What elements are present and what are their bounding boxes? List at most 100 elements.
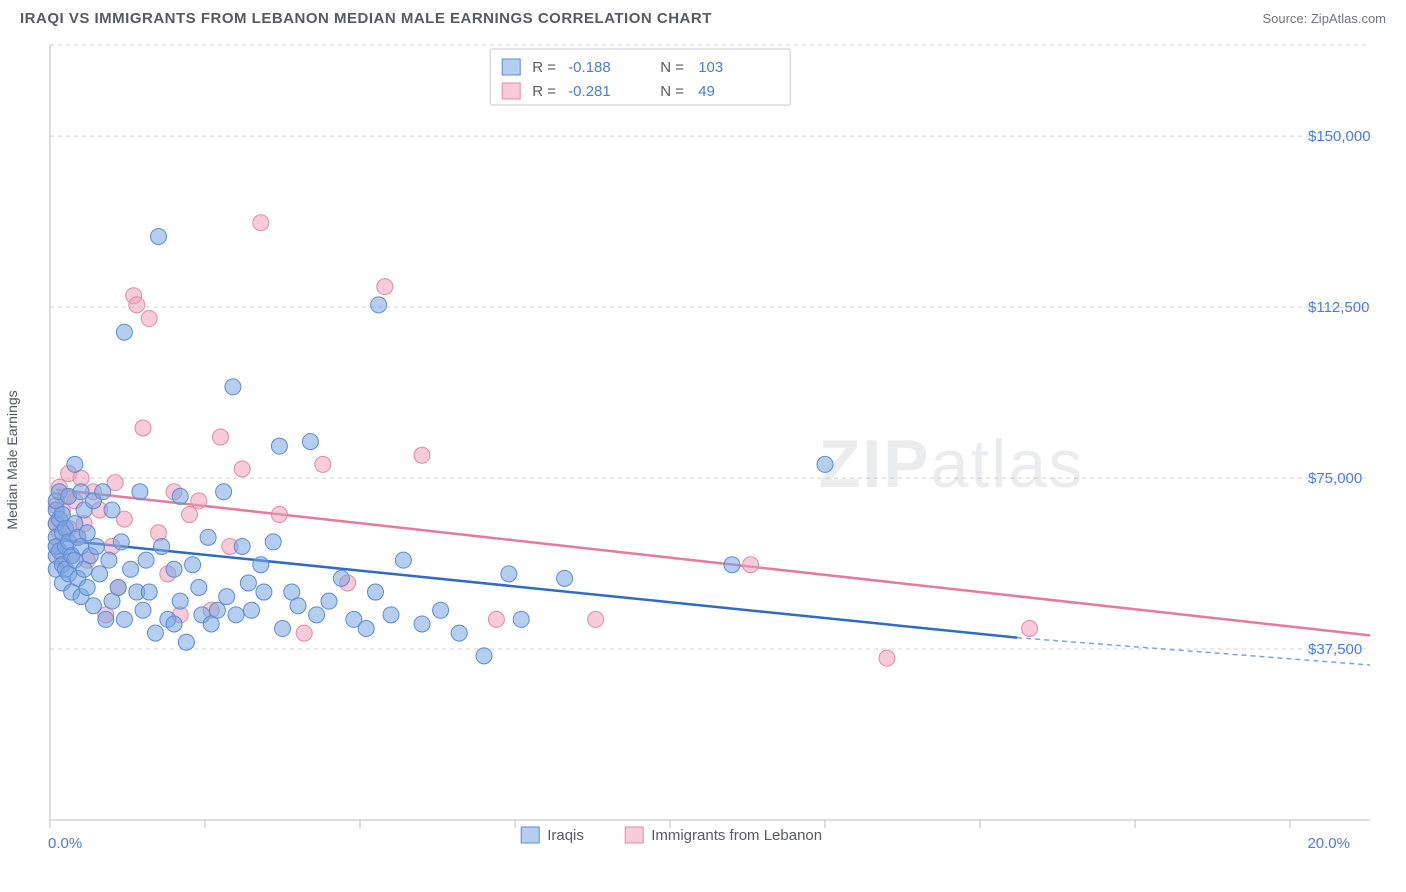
- x-tick-label: 0.0%: [48, 835, 82, 852]
- data-point-pink: [213, 429, 229, 445]
- data-point-pink: [315, 456, 331, 472]
- data-point-pink: [743, 557, 759, 573]
- legend-swatch: [521, 827, 539, 843]
- data-point-pink: [488, 611, 504, 627]
- legend-r-label: R =: [532, 59, 556, 76]
- data-point-blue: [138, 552, 154, 568]
- data-point-blue: [191, 580, 207, 596]
- data-point-blue: [383, 607, 399, 623]
- data-point-blue: [309, 607, 325, 623]
- x-tick-label: 20.0%: [1307, 835, 1350, 852]
- y-tick-label: $75,000: [1308, 470, 1362, 487]
- legend-swatch: [625, 827, 643, 843]
- data-point-blue: [135, 602, 151, 618]
- data-point-blue: [451, 625, 467, 641]
- data-point-blue: [724, 557, 740, 573]
- data-point-pink: [1022, 621, 1038, 637]
- data-point-blue: [256, 584, 272, 600]
- data-point-blue: [228, 607, 244, 623]
- data-point-blue: [200, 529, 216, 545]
- source-label: Source: ZipAtlas.com: [1262, 11, 1386, 26]
- data-point-blue: [151, 228, 167, 244]
- legend-swatch: [502, 59, 520, 75]
- data-point-blue: [290, 598, 306, 614]
- legend-r-value: -0.188: [568, 59, 611, 76]
- data-point-blue: [147, 625, 163, 641]
- legend-n-value: 103: [698, 59, 723, 76]
- data-point-pink: [129, 297, 145, 313]
- data-point-blue: [513, 611, 529, 627]
- data-point-blue: [501, 566, 517, 582]
- data-point-blue: [79, 580, 95, 596]
- data-point-blue: [358, 621, 374, 637]
- data-point-pink: [234, 461, 250, 477]
- watermark: ZIPatlas: [819, 426, 1084, 502]
- data-point-blue: [67, 456, 83, 472]
- scatter-chart: $37,500$75,000$112,500$150,0000.0%20.0%Z…: [0, 35, 1406, 885]
- legend-label: Iraqis: [547, 827, 584, 844]
- data-point-blue: [185, 557, 201, 573]
- data-point-blue: [178, 634, 194, 650]
- legend-r-value: -0.281: [568, 83, 611, 100]
- data-point-blue: [172, 488, 188, 504]
- chart-title: IRAQI VS IMMIGRANTS FROM LEBANON MEDIAN …: [20, 10, 712, 27]
- data-point-pink: [182, 507, 198, 523]
- data-point-blue: [368, 584, 384, 600]
- data-point-pink: [296, 625, 312, 641]
- data-point-blue: [414, 616, 430, 632]
- data-point-blue: [433, 602, 449, 618]
- data-point-pink: [271, 507, 287, 523]
- chart-container: Median Male Earnings $37,500$75,000$112,…: [0, 35, 1406, 885]
- legend-n-label: N =: [660, 59, 684, 76]
- data-point-blue: [371, 297, 387, 313]
- data-point-blue: [123, 561, 139, 577]
- data-point-blue: [476, 648, 492, 664]
- data-point-blue: [302, 434, 318, 450]
- data-point-blue: [557, 570, 573, 586]
- data-point-blue: [265, 534, 281, 550]
- data-point-blue: [92, 566, 108, 582]
- data-point-blue: [209, 602, 225, 618]
- data-point-blue: [98, 611, 114, 627]
- data-point-blue: [79, 525, 95, 541]
- y-tick-label: $112,500: [1308, 299, 1369, 316]
- data-point-blue: [244, 602, 260, 618]
- data-point-blue: [225, 379, 241, 395]
- data-point-blue: [271, 438, 287, 454]
- legend-r-label: R =: [532, 83, 556, 100]
- legend-label: Immigrants from Lebanon: [651, 827, 822, 844]
- data-point-blue: [234, 538, 250, 554]
- data-point-blue: [333, 570, 349, 586]
- data-point-blue: [85, 598, 101, 614]
- data-point-blue: [95, 484, 111, 500]
- data-point-blue: [321, 593, 337, 609]
- data-point-pink: [191, 493, 207, 509]
- data-point-blue: [395, 552, 411, 568]
- legend-swatch: [502, 83, 520, 99]
- data-point-blue: [116, 324, 132, 340]
- data-point-pink: [253, 215, 269, 231]
- data-point-blue: [216, 484, 232, 500]
- data-point-blue: [240, 575, 256, 591]
- data-point-blue: [172, 593, 188, 609]
- data-point-blue: [817, 456, 833, 472]
- y-tick-label: $150,000: [1308, 128, 1371, 145]
- data-point-blue: [141, 584, 157, 600]
- data-point-blue: [166, 561, 182, 577]
- data-point-blue: [113, 534, 129, 550]
- data-point-blue: [219, 589, 235, 605]
- data-point-blue: [253, 557, 269, 573]
- data-point-blue: [275, 621, 291, 637]
- legend-n-label: N =: [660, 83, 684, 100]
- data-point-pink: [135, 420, 151, 436]
- data-point-blue: [116, 611, 132, 627]
- data-point-blue: [110, 580, 126, 596]
- data-point-pink: [141, 311, 157, 327]
- data-point-blue: [132, 484, 148, 500]
- data-point-pink: [377, 279, 393, 295]
- data-point-pink: [879, 650, 895, 666]
- y-axis-label: Median Male Earnings: [4, 390, 20, 529]
- data-point-blue: [101, 552, 117, 568]
- data-point-blue: [154, 538, 170, 554]
- data-point-pink: [414, 447, 430, 463]
